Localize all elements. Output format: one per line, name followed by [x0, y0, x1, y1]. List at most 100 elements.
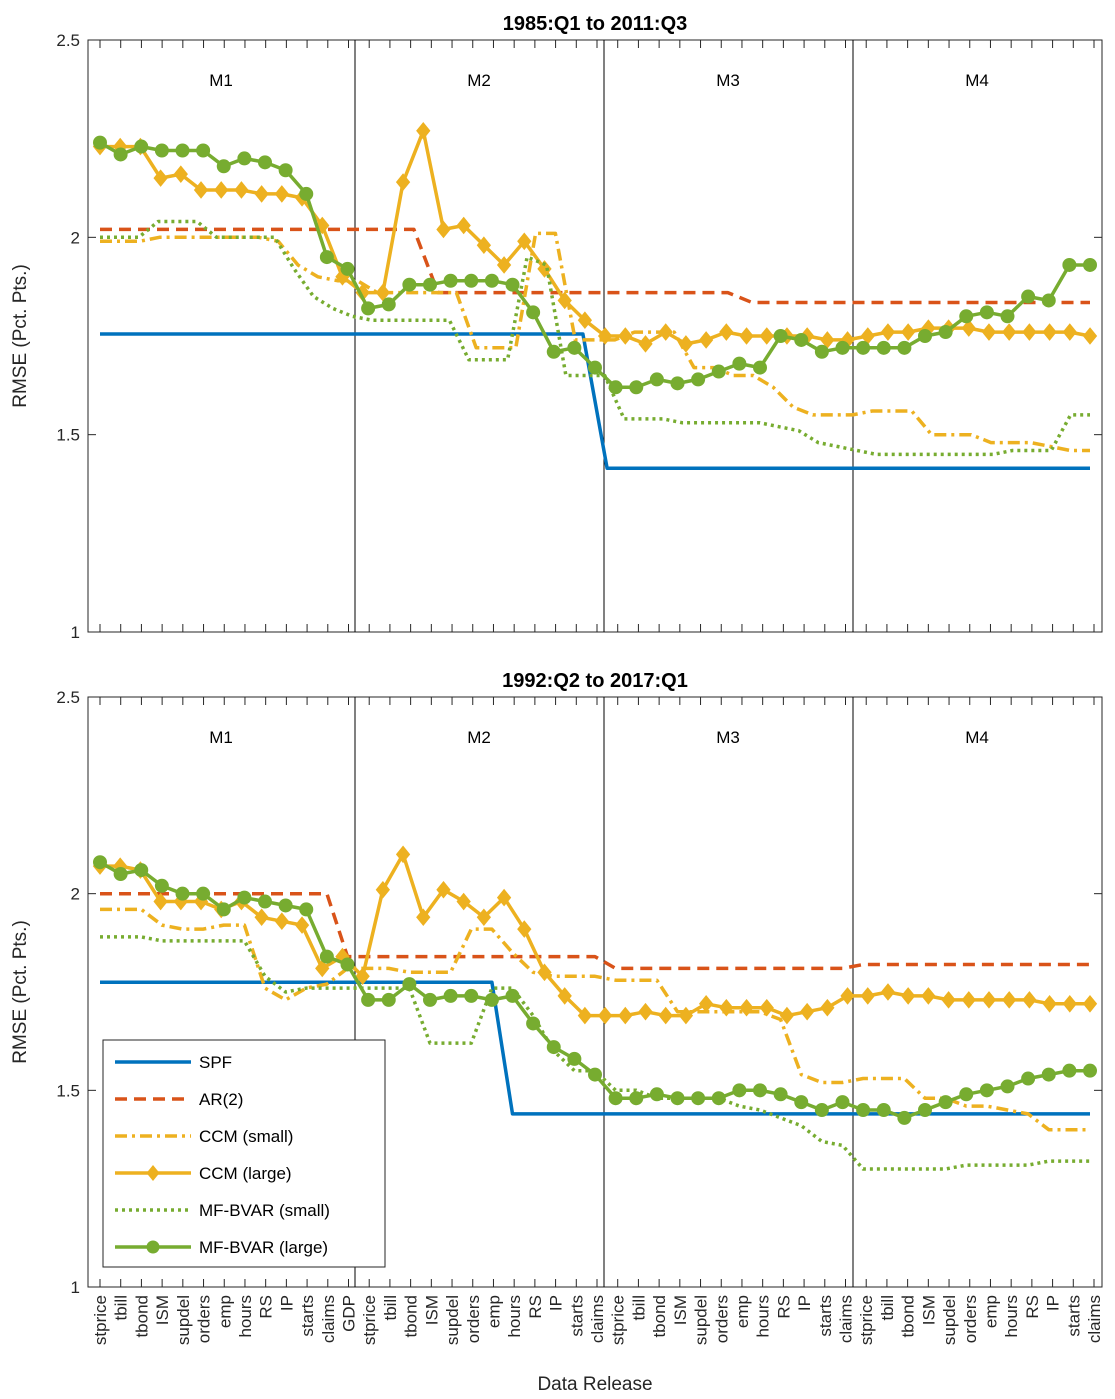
data-point: [375, 880, 391, 899]
data-point: [678, 1006, 694, 1025]
data-point: [719, 998, 734, 1017]
data-point: [1022, 323, 1037, 341]
series-ccm-small: [100, 907, 1090, 1132]
y-axis-label: RMSE (Pct. Pts.): [10, 264, 31, 408]
data-point: [670, 1091, 685, 1106]
legend-item: CCM (small): [115, 1127, 293, 1146]
data-point: [214, 181, 229, 199]
data-point: [876, 340, 891, 355]
legend-item: MF-BVAR (small): [115, 1201, 330, 1220]
data-point: [711, 1091, 726, 1106]
data-point: [193, 181, 209, 199]
y-tick-label: 1.5: [56, 426, 80, 445]
data-point: [901, 987, 916, 1005]
data-point: [794, 332, 809, 347]
data-point: [732, 356, 747, 371]
data-point: [557, 987, 572, 1005]
y-tick-label: 2: [71, 228, 80, 247]
x-tick-label: RS: [1023, 1295, 1042, 1319]
data-point: [175, 886, 190, 901]
data-point: [979, 1083, 994, 1098]
data-point: [897, 340, 912, 355]
data-point: [658, 1006, 673, 1025]
x-tick-label: claims: [1085, 1295, 1104, 1343]
x-tick-label: supdel: [940, 1295, 959, 1345]
data-point: [1042, 995, 1057, 1013]
data-point: [1041, 1067, 1056, 1082]
series-line: [100, 219, 1090, 457]
data-point: [416, 908, 431, 927]
data-point: [649, 1087, 664, 1102]
x-tick-label: tbill: [629, 1295, 648, 1321]
data-point: [779, 1006, 795, 1025]
data-point: [981, 323, 997, 341]
data-point: [918, 1103, 932, 1117]
data-point: [918, 329, 932, 343]
data-point: [375, 283, 391, 302]
x-tick-label: orders: [712, 1295, 731, 1343]
data-point: [355, 967, 370, 986]
data-point: [698, 995, 714, 1013]
x-tick-label: RS: [774, 1295, 793, 1319]
data-point: [577, 311, 593, 330]
x-tick-label: tbill: [112, 1295, 131, 1321]
data-point: [175, 143, 190, 158]
data-point: [588, 360, 602, 375]
data-point: [381, 992, 396, 1007]
data-point: [557, 291, 572, 310]
data-point: [216, 159, 231, 174]
x-tick-label: tbond: [650, 1295, 669, 1338]
y-tick-label: 1: [71, 623, 80, 642]
y-axis-label: RMSE (Pct. Pts.): [10, 920, 31, 1064]
data-point: [567, 1051, 582, 1066]
data-point: [876, 1103, 891, 1117]
series-mf-bvar-small: [100, 219, 1090, 457]
series-line: [99, 141, 1090, 390]
series-line: [100, 891, 1090, 971]
region-label-m1: M1: [209, 71, 233, 90]
data-point: [719, 323, 734, 341]
chart-title: 1992:Q2 to 2017:Q1: [502, 670, 688, 692]
x-tick-label: starts: [567, 1295, 586, 1337]
legend-label: MF-BVAR (small): [199, 1201, 330, 1220]
data-point: [443, 988, 458, 1003]
data-point: [173, 165, 188, 183]
data-point: [880, 983, 896, 1001]
data-point: [979, 305, 994, 320]
series-line: [100, 231, 1090, 453]
legend-item: AR(2): [115, 1090, 243, 1109]
data-point: [897, 1110, 912, 1125]
data-point: [436, 220, 451, 239]
data-point: [537, 260, 552, 278]
data-point: [856, 1103, 871, 1117]
series-ar-2: [100, 227, 1090, 305]
data-point: [638, 1002, 653, 1021]
x-tick-label: tbond: [132, 1295, 151, 1338]
legend-item: CCM (large): [115, 1164, 292, 1183]
x-tick-label: hours: [505, 1295, 524, 1338]
data-point: [423, 277, 437, 292]
plot-area: [87, 39, 1103, 633]
data-point: [921, 987, 936, 1005]
x-tick-label: stprice: [360, 1295, 379, 1345]
data-point: [496, 888, 512, 907]
series-mf-bvar-large: [93, 855, 1097, 1125]
data-point: [739, 998, 754, 1017]
data-point: [981, 991, 997, 1009]
series-ar-2: [100, 891, 1090, 971]
legend-box: [102, 1039, 386, 1268]
series-mf-bvar-large: [93, 135, 1097, 395]
legend-item: SPF: [115, 1053, 232, 1072]
data-point: [678, 335, 694, 353]
data-point: [1042, 323, 1057, 341]
data-point: [315, 959, 330, 978]
data-point: [773, 1087, 788, 1102]
region-label-m3: M3: [716, 728, 740, 747]
data-point: [618, 1006, 633, 1025]
legend-label: MF-BVAR (large): [199, 1238, 328, 1257]
legend-label: SPF: [199, 1053, 232, 1072]
x-tick-label: IP: [277, 1295, 296, 1311]
data-point: [799, 1002, 815, 1021]
plot-area: [87, 696, 1103, 1288]
